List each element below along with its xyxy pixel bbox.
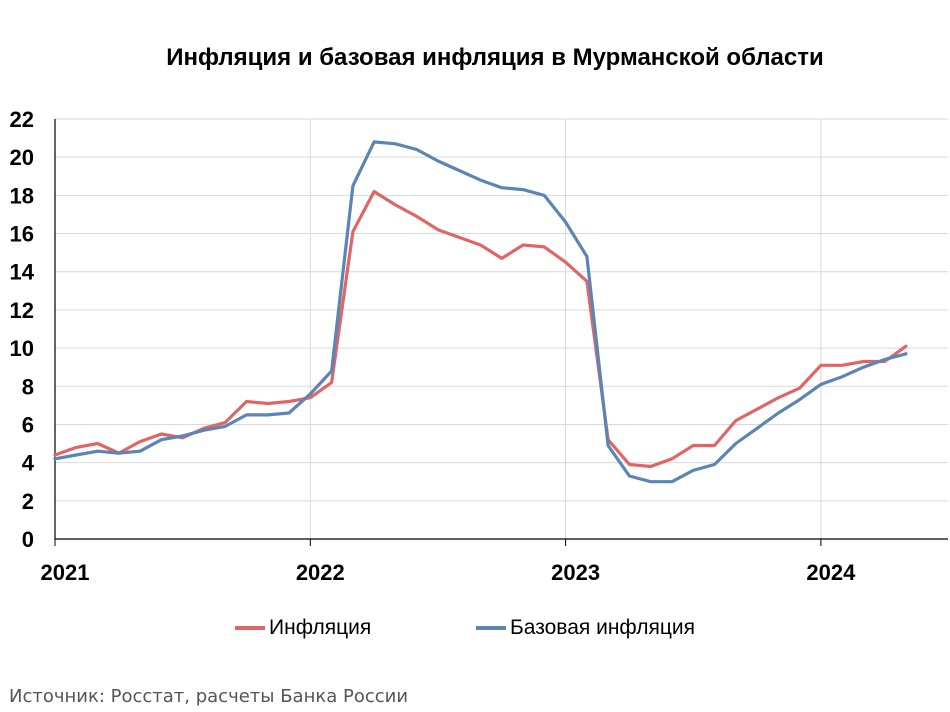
y-tick-label: 2 xyxy=(22,489,34,514)
y-tick-label: 16 xyxy=(10,222,34,247)
y-tick-label: 14 xyxy=(10,260,35,285)
legend-swatch-inflation xyxy=(235,626,265,630)
y-tick-label: 4 xyxy=(22,451,35,476)
x-tick-label: 2021 xyxy=(41,560,90,585)
y-tick-label: 10 xyxy=(10,336,34,361)
y-tick-label: 22 xyxy=(10,107,34,132)
chart-legend: Инфляция Базовая инфляция xyxy=(0,616,950,646)
y-tick-label: 8 xyxy=(22,374,34,399)
legend-swatch-core-inflation xyxy=(476,626,506,630)
y-tick-label: 18 xyxy=(10,183,34,208)
source-note: Источник: Росстат, расчеты Банка России xyxy=(9,686,409,707)
y-tick-label: 6 xyxy=(22,412,34,437)
series-line-core-inflation xyxy=(53,140,908,484)
y-tick-label: 0 xyxy=(22,527,34,552)
legend-label-inflation: Инфляция xyxy=(269,616,372,639)
x-tick-label: 2024 xyxy=(806,560,856,585)
legend-item-core-inflation: Базовая инфляция xyxy=(476,616,695,640)
x-tick-label: 2023 xyxy=(551,560,600,585)
x-tick-label: 2022 xyxy=(296,560,345,585)
y-tick-label: 20 xyxy=(10,145,34,170)
chart-title: Инфляция и базовая инфляция в Мурманской… xyxy=(166,44,824,71)
y-tick-label: 12 xyxy=(10,298,34,323)
legend-item-inflation: Инфляция xyxy=(235,616,371,640)
legend-label-core-inflation: Базовая инфляция xyxy=(510,616,696,639)
series-line-inflation xyxy=(53,189,908,469)
